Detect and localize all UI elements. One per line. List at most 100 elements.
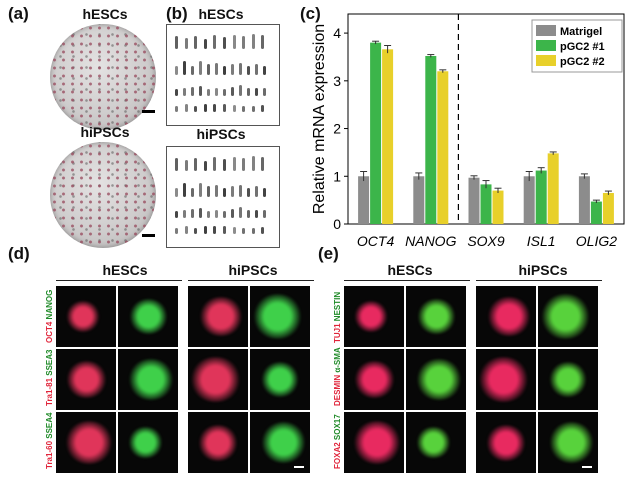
- chromosome: [207, 64, 210, 75]
- panel-d-group2-title: hiPSCs: [228, 262, 278, 278]
- category-label: SOX9: [467, 233, 505, 249]
- legend-swatch: [536, 25, 556, 36]
- fluorescence-image: [56, 349, 116, 410]
- divider: [188, 280, 314, 281]
- chromosome: [251, 228, 255, 234]
- divider: [344, 280, 470, 281]
- bar: [535, 170, 547, 224]
- chromosome: [261, 226, 265, 234]
- hipsc-culture-dish: [50, 142, 156, 248]
- chromosome: [251, 156, 255, 171]
- fluorescence-image: [538, 349, 598, 410]
- chromosome: [232, 105, 236, 112]
- bar: [602, 192, 614, 224]
- cell-colony: [416, 358, 462, 401]
- stain-label: DESMIN α-SMA: [333, 347, 342, 406]
- panel-a-label: (a): [8, 4, 29, 23]
- scale-bar: [582, 466, 592, 468]
- cell-colony: [127, 426, 163, 459]
- legend-swatch: [536, 40, 556, 51]
- fluorescence-image: [406, 349, 466, 410]
- chromosome: [199, 182, 202, 197]
- chromosome: [223, 89, 226, 96]
- chromosome: [242, 157, 246, 171]
- chromosome: [194, 36, 198, 49]
- panel-e-label: (e): [318, 244, 339, 263]
- red-marker-label: DESMIN: [333, 372, 342, 406]
- cell-colony: [189, 356, 241, 403]
- chromosome: [175, 106, 178, 112]
- cell-colony: [548, 422, 594, 463]
- red-marker-label: Tra1-81: [45, 375, 54, 406]
- category-label: OLIG2: [576, 233, 617, 249]
- bar: [358, 176, 370, 224]
- chromosome: [261, 104, 265, 112]
- chromosome: [183, 209, 186, 218]
- fluorescence-image: [476, 286, 536, 347]
- fluorescence-image: [250, 349, 310, 410]
- chromosome: [175, 88, 178, 96]
- legend-label: Matrigel: [560, 26, 602, 38]
- fluorescence-image: [406, 286, 466, 347]
- chromosome: [215, 184, 218, 197]
- bar: [425, 56, 437, 224]
- chromosome: [203, 226, 207, 234]
- stain-label: FOXA2 SOX17: [333, 414, 342, 469]
- cell-colony: [65, 420, 113, 465]
- chromosome: [242, 35, 246, 49]
- green-marker-label: α-SMA: [333, 347, 342, 373]
- fluorescence-image: [538, 286, 598, 347]
- panel-e-group2-title: hiPSCs: [518, 262, 568, 278]
- chromosome: [232, 227, 236, 234]
- chromosome: [231, 208, 234, 218]
- stain-label: TUJ1 NESTIN: [333, 292, 342, 343]
- cell-colony: [252, 294, 302, 339]
- panel-b-label: (b): [166, 4, 188, 23]
- chromosome: [203, 160, 207, 171]
- green-marker-label: SSEA3: [45, 349, 54, 376]
- chromosome: [239, 185, 242, 197]
- cell-colony: [65, 361, 107, 398]
- cell-colony: [477, 356, 529, 403]
- legend-label: pGC2 #1: [560, 41, 605, 53]
- cell-colony: [198, 424, 238, 461]
- panel-c-label: (c): [300, 4, 321, 23]
- cell-colony: [416, 298, 456, 335]
- chromosome: [175, 35, 178, 49]
- scale-bar: [142, 110, 155, 113]
- red-marker-label: Tra1-60: [45, 438, 54, 469]
- chromosome: [175, 228, 178, 234]
- chromosome: [203, 38, 207, 49]
- stain-label: OCT4 NANOG: [45, 290, 54, 343]
- chromosome: [183, 60, 186, 75]
- chromosome: [199, 86, 202, 96]
- chromosome: [255, 87, 258, 96]
- fluorescence-image: [476, 349, 536, 410]
- fluorescence-image: [476, 412, 536, 473]
- chromosome: [255, 209, 258, 218]
- chromosome: [231, 86, 234, 96]
- chromosome: [255, 186, 258, 197]
- chromosome: [231, 185, 234, 197]
- chromosome: [194, 106, 198, 112]
- chromosome: [247, 87, 250, 96]
- cell-colony: [353, 420, 401, 465]
- category-label: ISL1: [527, 233, 556, 249]
- chromosome: [191, 65, 194, 75]
- fluorescence-image: [250, 286, 310, 347]
- chromosome: [255, 64, 258, 75]
- red-marker-label: FOXA2: [333, 440, 342, 469]
- chromosome: [223, 159, 226, 171]
- panel-b-top-title: hESCs: [198, 6, 244, 22]
- bar: [578, 176, 590, 224]
- chromosome: [213, 103, 217, 112]
- chromosome: [251, 106, 255, 112]
- chromosome: [184, 104, 188, 112]
- chromosome: [223, 187, 226, 197]
- chromosome: [175, 65, 178, 75]
- cell-colony: [128, 298, 168, 335]
- fluorescence-image: [538, 412, 598, 473]
- fluorescence-image: [344, 349, 404, 410]
- divider: [476, 280, 602, 281]
- fluorescence-image: [118, 412, 178, 473]
